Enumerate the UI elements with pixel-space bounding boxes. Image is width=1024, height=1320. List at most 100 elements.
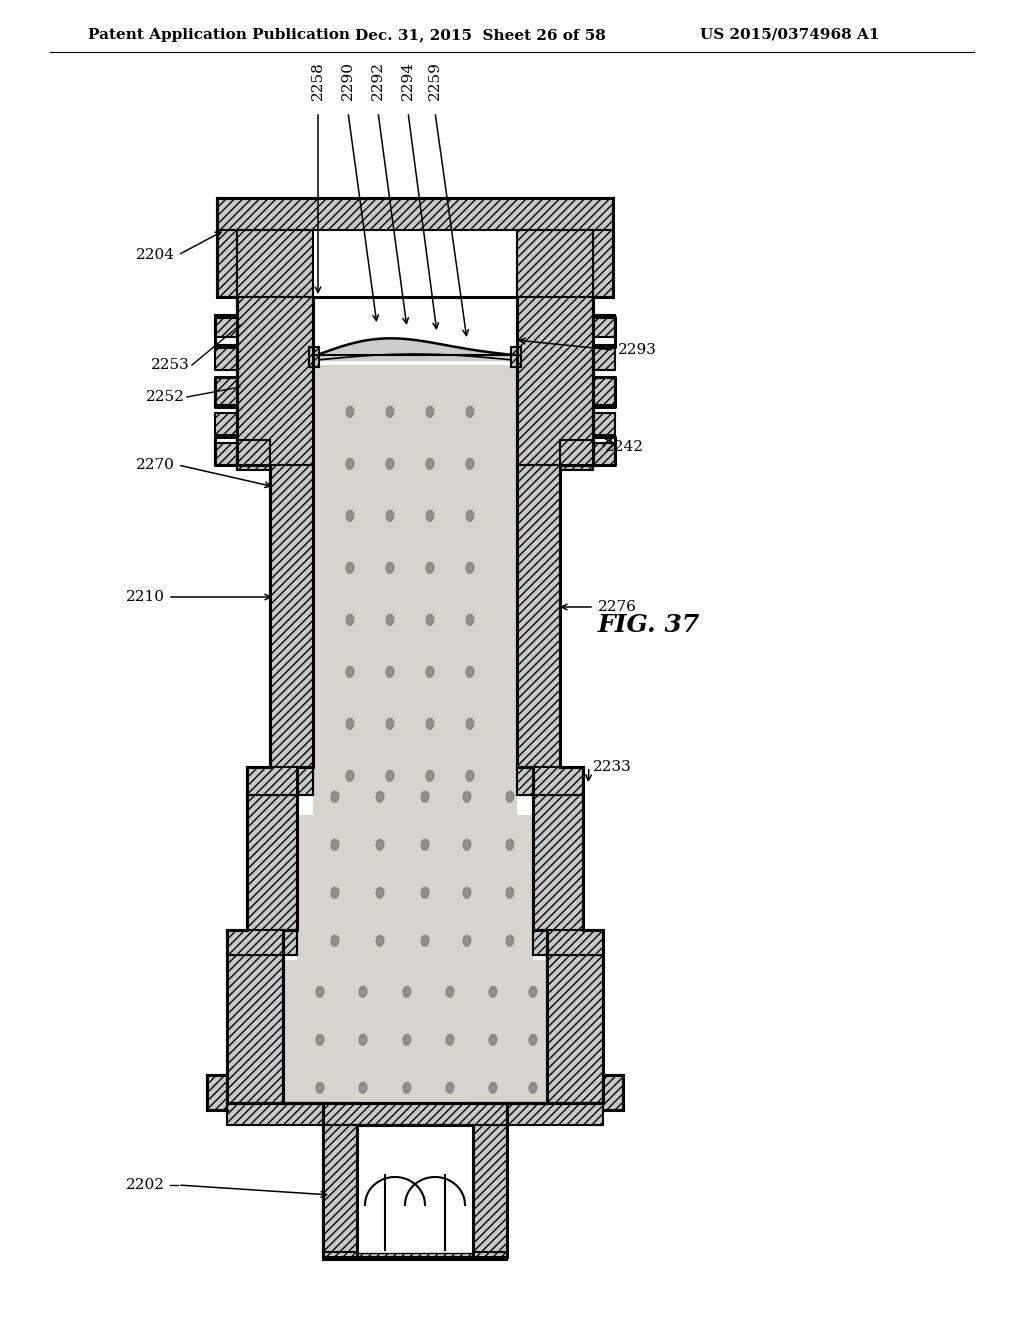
Bar <box>517 465 560 795</box>
Polygon shape <box>426 771 434 781</box>
Polygon shape <box>446 986 454 997</box>
Polygon shape <box>359 986 367 997</box>
Text: Dec. 31, 2015  Sheet 26 of 58: Dec. 31, 2015 Sheet 26 of 58 <box>355 28 606 42</box>
Bar <box>547 954 603 1104</box>
Polygon shape <box>463 936 471 946</box>
Bar <box>283 960 547 1105</box>
Text: 2270: 2270 <box>136 458 175 473</box>
Polygon shape <box>421 887 429 898</box>
Text: 2204: 2204 <box>136 248 175 261</box>
Polygon shape <box>376 936 384 946</box>
Bar <box>593 315 615 337</box>
Polygon shape <box>386 718 394 729</box>
Polygon shape <box>346 771 354 781</box>
Text: Patent Application Publication: Patent Application Publication <box>88 28 350 42</box>
Polygon shape <box>386 667 394 677</box>
Polygon shape <box>346 458 354 469</box>
Text: 2294: 2294 <box>401 61 415 100</box>
Polygon shape <box>346 562 354 573</box>
Bar <box>247 767 313 795</box>
Text: 2292: 2292 <box>371 61 385 100</box>
Polygon shape <box>426 667 434 677</box>
Bar <box>217 230 237 297</box>
Polygon shape <box>316 1035 324 1045</box>
Text: US 2015/0374968 A1: US 2015/0374968 A1 <box>700 28 880 42</box>
Bar <box>511 347 521 367</box>
Polygon shape <box>426 718 434 729</box>
Polygon shape <box>386 771 394 781</box>
Polygon shape <box>529 1082 537 1093</box>
Text: 2253: 2253 <box>152 358 190 372</box>
Bar <box>247 795 297 954</box>
Polygon shape <box>331 887 339 898</box>
Polygon shape <box>346 511 354 521</box>
Polygon shape <box>466 667 474 677</box>
Polygon shape <box>463 792 471 803</box>
Polygon shape <box>426 562 434 573</box>
Polygon shape <box>489 1082 497 1093</box>
Polygon shape <box>446 1082 454 1093</box>
Polygon shape <box>421 840 429 850</box>
Polygon shape <box>346 718 354 729</box>
Polygon shape <box>466 511 474 521</box>
Bar <box>593 345 615 370</box>
Bar <box>323 1251 507 1261</box>
Polygon shape <box>316 1082 324 1093</box>
Bar <box>207 1074 227 1110</box>
Bar <box>517 230 593 297</box>
Text: 2290: 2290 <box>341 61 355 100</box>
Bar <box>323 1125 357 1253</box>
Polygon shape <box>421 792 429 803</box>
Text: 2252: 2252 <box>146 389 185 404</box>
Bar <box>217 198 613 230</box>
Polygon shape <box>466 771 474 781</box>
Polygon shape <box>426 458 434 469</box>
Polygon shape <box>346 614 354 626</box>
Bar <box>270 465 313 795</box>
Text: FIG. 37: FIG. 37 <box>598 612 700 638</box>
Polygon shape <box>506 792 514 803</box>
Bar <box>215 413 237 436</box>
Polygon shape <box>376 792 384 803</box>
Polygon shape <box>331 936 339 946</box>
Bar <box>215 345 237 370</box>
Polygon shape <box>466 718 474 729</box>
Bar <box>227 954 283 1104</box>
Polygon shape <box>426 407 434 417</box>
Text: 2210: 2210 <box>126 590 165 605</box>
Bar <box>534 795 583 954</box>
Polygon shape <box>426 614 434 626</box>
Polygon shape <box>386 614 394 626</box>
Polygon shape <box>403 1035 411 1045</box>
Bar <box>227 931 297 954</box>
Text: 2258: 2258 <box>311 61 325 100</box>
Bar <box>215 444 237 465</box>
Bar <box>593 230 613 297</box>
Bar <box>227 1104 603 1125</box>
Polygon shape <box>506 887 514 898</box>
Bar <box>297 814 534 960</box>
Bar <box>517 767 583 795</box>
Bar <box>517 297 593 465</box>
Text: 2276: 2276 <box>598 601 637 614</box>
Polygon shape <box>346 407 354 417</box>
Polygon shape <box>403 986 411 997</box>
Bar <box>560 440 593 470</box>
Polygon shape <box>426 511 434 521</box>
Bar <box>237 440 270 470</box>
Polygon shape <box>529 986 537 997</box>
Polygon shape <box>386 407 394 417</box>
Polygon shape <box>466 458 474 469</box>
Bar <box>593 413 615 436</box>
Polygon shape <box>506 840 514 850</box>
Polygon shape <box>506 936 514 946</box>
Polygon shape <box>403 1082 411 1093</box>
Bar <box>313 366 517 814</box>
Polygon shape <box>489 986 497 997</box>
Polygon shape <box>331 840 339 850</box>
Polygon shape <box>463 887 471 898</box>
Text: 2242: 2242 <box>605 440 644 454</box>
Bar <box>473 1125 507 1253</box>
Polygon shape <box>346 667 354 677</box>
Polygon shape <box>359 1035 367 1045</box>
